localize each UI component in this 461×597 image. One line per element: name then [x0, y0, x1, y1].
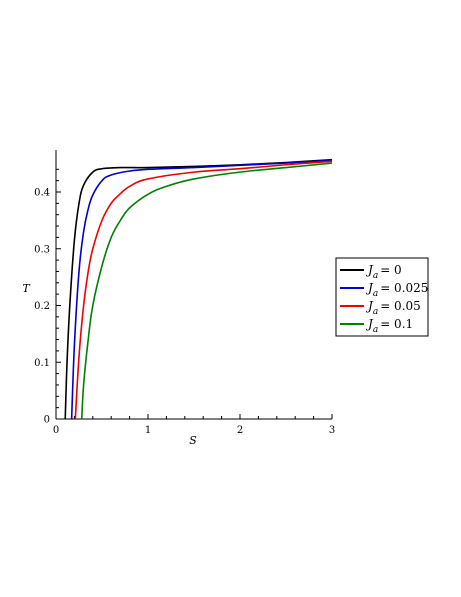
series-lines — [64, 158, 333, 420]
series-line — [70, 159, 333, 420]
series-line — [80, 162, 333, 420]
legend-label: Ja = 0.05 — [365, 299, 421, 317]
legend-label: Ja = 0.1 — [365, 317, 413, 335]
y-tick-label: 0.3 — [34, 244, 50, 255]
x-tick-label: 0 — [53, 425, 59, 436]
legend-label: Ja = 0 — [365, 263, 402, 281]
series-line — [74, 160, 333, 420]
series-line — [64, 158, 333, 420]
x-axis-label: S — [189, 434, 197, 447]
y-tick-label: 0.2 — [34, 301, 50, 312]
y-axis-label: T — [22, 282, 31, 295]
x-tick-label: 3 — [329, 425, 335, 436]
y-tick-label: 0 — [44, 415, 50, 426]
legend-label: Ja = 0.025 — [365, 281, 428, 299]
y-tick-label: 0.4 — [34, 188, 50, 199]
x-tick-label: 2 — [237, 425, 243, 436]
y-tick-label: 0.1 — [34, 358, 50, 369]
x-tick-label: 1 — [145, 425, 151, 436]
axes: 0 1 2 3 0 0.1 0.2 0.3 0.4 — [34, 150, 335, 436]
